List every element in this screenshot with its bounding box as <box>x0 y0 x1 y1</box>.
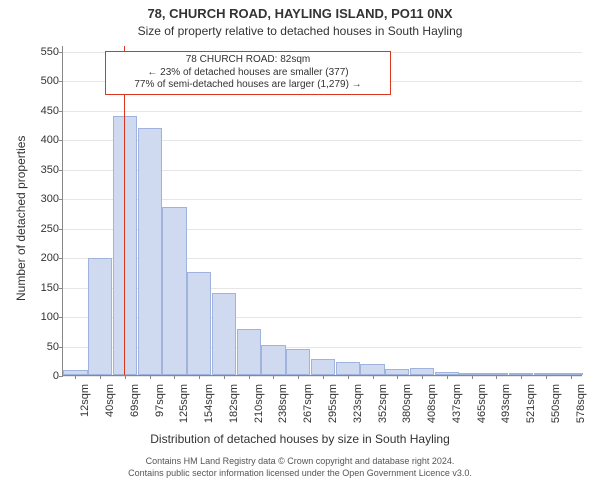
bar <box>113 116 137 375</box>
xtick-label: 267sqm <box>302 384 314 423</box>
xtick-label: 437sqm <box>451 384 463 423</box>
xtick-mark <box>249 375 250 379</box>
xtick-label: 578sqm <box>575 384 587 423</box>
footer-line-2: Contains public sector information licen… <box>0 468 600 478</box>
bar <box>138 128 162 376</box>
xtick-label: 380sqm <box>401 384 413 423</box>
ytick-label: 300 <box>25 193 63 205</box>
ytick-label: 100 <box>25 311 63 323</box>
bar <box>187 272 211 375</box>
bar <box>162 207 186 375</box>
xtick-mark <box>447 375 448 379</box>
x-axis-label: Distribution of detached houses by size … <box>0 432 600 446</box>
xtick-mark <box>224 375 225 379</box>
xtick-label: 210sqm <box>253 384 265 423</box>
xtick-mark <box>373 375 374 379</box>
xtick-label: 182sqm <box>228 384 240 423</box>
bar <box>311 359 335 376</box>
ytick-label: 150 <box>25 282 63 294</box>
gridline <box>63 111 582 112</box>
xtick-label: 323sqm <box>352 384 364 423</box>
xtick-mark <box>546 375 547 379</box>
ytick-label: 400 <box>25 134 63 146</box>
bar <box>237 329 261 375</box>
ytick-label: 250 <box>25 223 63 235</box>
ytick-label: 350 <box>25 164 63 176</box>
xtick-label: 40sqm <box>104 384 116 417</box>
ytick-label: 200 <box>25 252 63 264</box>
bar <box>88 258 112 375</box>
bar <box>212 293 236 375</box>
xtick-label: 12sqm <box>79 384 91 417</box>
xtick-mark <box>174 375 175 379</box>
ytick-label: 550 <box>25 46 63 58</box>
xtick-mark <box>273 375 274 379</box>
xtick-label: 493sqm <box>500 384 512 423</box>
annotation-line: 78 CHURCH ROAD: 82sqm <box>110 54 386 67</box>
chart-title: 78, CHURCH ROAD, HAYLING ISLAND, PO11 0N… <box>0 6 600 21</box>
y-axis-label: Number of detached properties <box>14 136 28 301</box>
annotation-line: ← 23% of detached houses are smaller (37… <box>110 67 386 80</box>
xtick-label: 521sqm <box>525 384 537 423</box>
xtick-mark <box>348 375 349 379</box>
xtick-mark <box>571 375 572 379</box>
bar <box>286 349 310 375</box>
xtick-label: 69sqm <box>129 384 141 417</box>
annotation-line: 77% of semi-detached houses are larger (… <box>110 79 386 92</box>
bar <box>336 362 360 375</box>
xtick-mark <box>422 375 423 379</box>
xtick-label: 408sqm <box>426 384 438 423</box>
ytick-label: 50 <box>25 341 63 353</box>
chart-subtitle: Size of property relative to detached ho… <box>0 24 600 38</box>
xtick-mark <box>150 375 151 379</box>
ytick-label: 0 <box>25 370 63 382</box>
plot-area: 05010015020025030035040045050055012sqm40… <box>62 46 582 376</box>
xtick-label: 125sqm <box>178 384 190 423</box>
xtick-mark <box>397 375 398 379</box>
footer-line-1: Contains HM Land Registry data © Crown c… <box>0 456 600 466</box>
xtick-mark <box>472 375 473 379</box>
xtick-label: 238sqm <box>277 384 289 423</box>
bar <box>410 368 434 375</box>
xtick-label: 97sqm <box>154 384 166 417</box>
xtick-mark <box>496 375 497 379</box>
xtick-label: 465sqm <box>476 384 488 423</box>
xtick-mark <box>125 375 126 379</box>
xtick-mark <box>323 375 324 379</box>
annotation-box: 78 CHURCH ROAD: 82sqm← 23% of detached h… <box>105 51 391 95</box>
ytick-label: 500 <box>25 75 63 87</box>
bar <box>261 345 285 375</box>
chart-container: 78, CHURCH ROAD, HAYLING ISLAND, PO11 0N… <box>0 0 600 500</box>
xtick-label: 352sqm <box>377 384 389 423</box>
xtick-mark <box>100 375 101 379</box>
xtick-mark <box>199 375 200 379</box>
subject-property-marker <box>124 46 125 375</box>
xtick-mark <box>75 375 76 379</box>
ytick-label: 450 <box>25 105 63 117</box>
xtick-label: 154sqm <box>203 384 215 423</box>
xtick-label: 295sqm <box>327 384 339 423</box>
xtick-mark <box>298 375 299 379</box>
xtick-mark <box>521 375 522 379</box>
bar <box>360 364 384 375</box>
xtick-label: 550sqm <box>550 384 562 423</box>
